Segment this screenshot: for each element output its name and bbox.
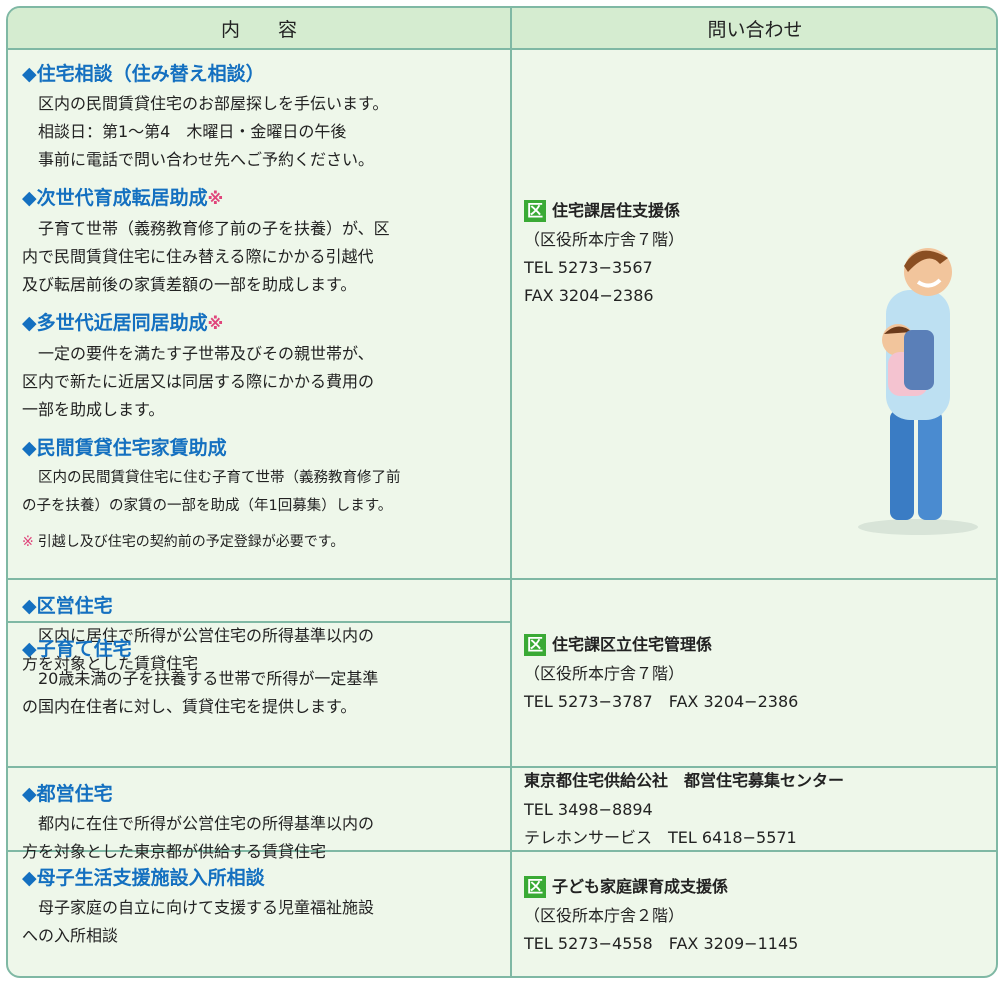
title-text: ◆次世代育成転居助成 [22,187,208,209]
contact-cell: 区住宅課居住支援係 （区役所本庁舎７階） TEL 5273−3567 FAX 3204… [510,48,996,580]
item: ◆都営住宅都内に在住で所得が公営住宅の所得基準以内の方を対象とした東京都が供給す… [22,778,510,866]
item-title: ◆子育て住宅 [22,633,510,665]
contact-name-text: 住宅課居住支援係 [552,201,681,220]
ward-badge: 区 [524,200,546,222]
contact-line: （区役所本庁舎２階） [524,906,685,925]
contact-line: TEL 5273−3567 [524,258,653,277]
body-line: 方を対象とした賃貸住宅 [22,654,199,673]
header-cell: 内 容 [8,8,510,50]
contact-line: TEL 5273−4558 FAX 3209−1145 [524,934,799,953]
content-cell: ◆都営住宅都内に在住で所得が公営住宅の所得基準以内の方を対象とした東京都が供給す… [8,768,510,861]
item-title: ◆都営住宅 [22,778,510,810]
body-line: 都内に在住で所得が公営住宅の所得基準以内の [38,814,375,833]
illustration [858,248,978,535]
content-cell: ◆住宅相談（住み替え相談） 区内の民間賃貸住宅のお部屋探しを手伝います。 相談日：第… [8,48,510,580]
item: ◆民間賃貸住宅家賃助成区内の民間賃貸住宅に住む子育て世帯（義務教育修了前の子を扶… [22,432,510,520]
title-text: ◆都営住宅 [22,783,113,805]
title-text: ◆民間賃貸住宅家賃助成 [22,437,227,459]
item: ◆区営住宅区内に居住で所得が公営住宅の所得基準以内の方を対象とした賃貸住宅 [22,590,510,678]
contact-cell: 区子ども家庭課育成支援係 （区役所本庁舎２階） TEL 5273−4558 FAX … [510,852,996,976]
contact-name: 区住宅課区立住宅管理係 [524,630,996,660]
item: ◆母子生活支援施設入所相談母子家庭の自立に向けて支援する児童福祉施設への入所相談 [22,862,510,950]
body-line: 区内に居住で所得が公営住宅の所得基準以内の [38,626,375,645]
item: ◆次世代育成転居助成※ 子育て世帯（義務教育修了前の子を扶養）が、区内で民間賃貸住… [22,182,510,299]
body-line: 子育て世帯（義務教育修了前の子を扶養）が、区 [38,219,390,238]
contact-name: 区住宅課居住支援係 [524,196,996,226]
item: ◆多世代近居同居助成※ 一定の要件を満たす子世帯及びその親世帯が、区内で新たに近居… [22,307,510,424]
body-line: 20歳未満の子を扶養する世帯で所得が一定基準 [38,669,379,688]
item-title: ◆区営住宅 [22,590,510,622]
contact-name-text: 子ども家庭課育成支援係 [552,877,729,896]
contact-name: 区子ども家庭課育成支援係 [524,872,996,902]
contact-cell: 区住宅課区立住宅管理係 （区役所本庁舎７階） TEL 5273−3787 FAX 3… [510,580,996,768]
body-line: 一部を助成します。 [22,400,165,419]
title-text: ◆多世代近居同居助成 [22,312,208,334]
contact-line: （区役所本庁舎７階） [524,664,685,683]
item-title: ◆母子生活支援施設入所相談 [22,862,510,894]
content-cell: ◆子育て住宅 20歳未満の子を扶養する世帯で所得が一定基準の国内在住者に対し、賃貸… [8,623,510,768]
item: ◆子育て住宅 20歳未満の子を扶養する世帯で所得が一定基準の国内在住者に対し、賃貸… [22,633,510,721]
note: ※ 引越し及び住宅の契約前の予定登録が必要です。 [22,528,510,556]
item: ◆住宅相談（住み替え相談） 区内の民間賃貸住宅のお部屋探しを手伝います。 相談日：第… [22,58,510,174]
body-line: 区内の民間賃貸住宅のお部屋探しを手伝います。 [38,94,389,113]
item-title: ◆民間賃貸住宅家賃助成 [22,432,510,464]
content-cell: ◆区営住宅区内に居住で所得が公営住宅の所得基準以内の方を対象とした賃貸住宅 [8,580,510,673]
contact-line: TEL 3498−8894 [524,800,653,819]
body-line: 一定の要件を満たす子世帯及びその親世帯が、 [38,344,374,363]
note-text: 引越し及び住宅の契約前の予定登録が必要です。 [37,534,345,550]
ward-badge: 区 [524,876,546,898]
contact-name-text: 東京都住宅供給公社 都営住宅募集センター [524,771,845,790]
body-line: 母子家庭の自立に向けて支援する児童福祉施設 [38,898,375,917]
item-title: ◆多世代近居同居助成※ [22,307,510,340]
item-title: ◆住宅相談（住み替え相談） [22,58,510,90]
body-line: の国内在住者に対し、賃貸住宅を提供します。 [22,697,357,716]
title-text: ◆区営住宅 [22,595,113,617]
contact-line: テレホンサービス TEL 6418−5571 [524,828,797,847]
contact-line: TEL 5273−3787 FAX 3204−2386 [524,692,799,711]
body-line: 相談日：第1〜第4 木曜日・金曜日の午後 [38,122,347,141]
contact-name-text: 住宅課区立住宅管理係 [552,635,713,654]
body-line: への入所相談 [22,926,119,945]
body-line: 及び転居前後の家賃差額の一部を助成します。 [22,275,357,294]
content-cell: ◆母子生活支援施設入所相談母子家庭の自立に向けて支援する児童福祉施設への入所相談 [8,852,510,976]
contact-line: （区役所本庁舎７階） [524,230,685,249]
body-line: 内で民間賃貸住宅に住み替える際にかかる引越代 [22,247,374,266]
body-line: 事前に電話で問い合わせ先へご予約ください。 [38,150,375,169]
item-title: ◆次世代育成転居助成※ [22,182,510,215]
body-line: 区内の民間賃貸住宅に住む子育て世帯（義務教育修了前 [38,470,401,486]
body-line: の子を扶養）の家賃の一部を助成（年1回募集）します。 [22,498,393,514]
body-line: 区内で新たに近居又は同居する際にかかる費用の [22,372,375,391]
ward-badge: 区 [524,634,546,656]
title-text: ◆子育て住宅 [22,638,132,660]
note-mark: ※ [22,534,34,550]
header-cell: 問い合わせ [510,8,996,50]
title-text: ◆住宅相談（住み替え相談） [22,63,265,85]
title-text: ◆母子生活支援施設入所相談 [22,867,265,889]
contact-line: FAX 3204−2386 [524,286,654,305]
contact-cell: 東京都住宅供給公社 都営住宅募集センター TEL 3498−8894 テレホンサービ… [510,766,996,852]
body-line: 方を対象とした東京都が供給する賃貸住宅 [22,842,327,861]
table: 内 容 問い合わせ ◆住宅相談（住み替え相談） 区内の民間賃貸住宅のお部屋探しを手… [6,6,998,978]
title-mark: ※ [207,189,224,208]
contact-name: 東京都住宅供給公社 都営住宅募集センター [524,766,996,796]
title-mark: ※ [207,314,224,333]
